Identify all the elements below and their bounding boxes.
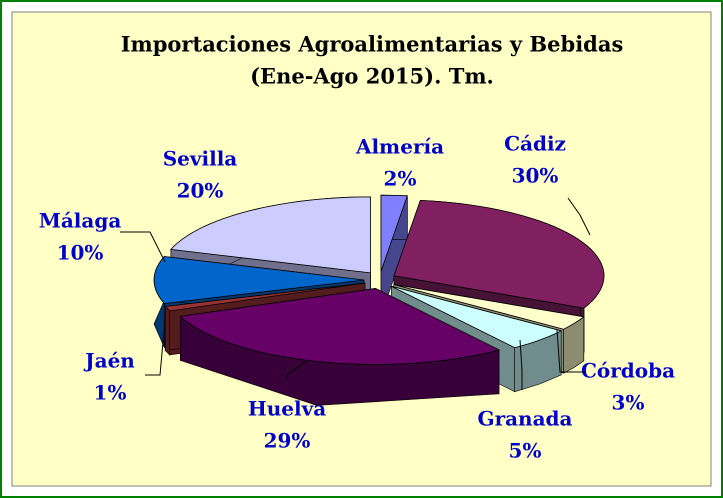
slice-top (393, 199, 605, 309)
slice-label: Almería (355, 135, 444, 159)
leader-line (145, 319, 166, 376)
leader-line (120, 231, 166, 263)
chart-title: Importaciones Agroalimentarias y Bebidas (121, 32, 624, 57)
slice-label: Huelva (248, 397, 326, 421)
leader-line (519, 339, 523, 390)
leader-line (286, 361, 306, 380)
slice-top (179, 288, 501, 365)
slice-value-label: 5% (509, 439, 542, 463)
slice-value-label: 29% (264, 429, 311, 453)
slice-wall (164, 305, 170, 356)
slice-value-label: 20% (177, 179, 224, 203)
slice-value-label: 10% (57, 241, 104, 265)
slice-label: Sevilla (163, 147, 238, 171)
slice-top (153, 256, 365, 304)
chart-title: (Ene-Ago 2015). Tm. (250, 64, 494, 89)
slice-value-label: 30% (512, 164, 559, 188)
slice-value-label: 2% (384, 167, 417, 191)
leader-line (556, 329, 586, 373)
slice-value-label: 3% (612, 391, 645, 415)
slice-label: Granada (477, 407, 572, 431)
slice-value-label: 1% (94, 381, 127, 405)
leader-line (567, 197, 591, 236)
slice-top (170, 196, 372, 274)
slice-top (164, 282, 366, 312)
slice-top (380, 194, 408, 272)
slice-top (391, 285, 563, 349)
slice-label: Málaga (39, 209, 122, 233)
slice-label: Jaén (83, 349, 135, 373)
slice-top (393, 284, 585, 330)
slice (179, 287, 501, 406)
slice-label: Cádiz (504, 132, 566, 156)
slice-label: Córdoba (581, 359, 675, 383)
